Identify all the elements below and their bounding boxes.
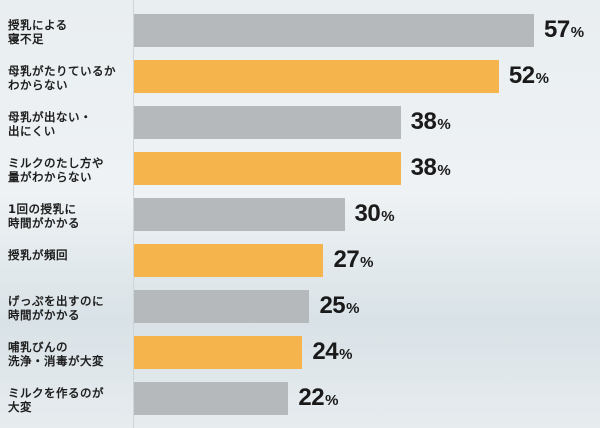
category-label: 授乳による 寝不足 bbox=[8, 18, 68, 46]
category-label: 母乳がたりているか わからない bbox=[8, 64, 116, 92]
category-label: 授乳が頻回 bbox=[8, 248, 68, 262]
data-label: 27% bbox=[333, 246, 373, 274]
chart-row: ミルクを作るのが 大変 22% bbox=[0, 382, 600, 428]
data-label-value: 30 bbox=[354, 200, 381, 227]
data-label: 52% bbox=[509, 62, 549, 90]
chart-row: ミルクのたし方や 量がわからない 38% bbox=[0, 152, 600, 198]
data-label-value: 52 bbox=[508, 62, 535, 89]
data-label-unit: % bbox=[437, 162, 451, 179]
category-label: 母乳が出ない・ 出にくい bbox=[8, 110, 92, 138]
data-label: 25% bbox=[319, 292, 359, 320]
chart-row: 授乳が頻回 27% bbox=[0, 244, 600, 290]
data-label-value: 24 bbox=[312, 338, 339, 365]
data-label: 24% bbox=[312, 338, 352, 366]
data-label: 57% bbox=[544, 16, 584, 44]
bar bbox=[134, 106, 401, 139]
category-label: げっぷを出すのに 時間がかかる bbox=[8, 294, 104, 322]
bar bbox=[134, 198, 345, 231]
bar bbox=[134, 290, 310, 323]
data-label-value: 22 bbox=[298, 384, 325, 411]
bar bbox=[134, 152, 401, 185]
data-label: 38% bbox=[411, 154, 451, 182]
chart-row: 1回の授乳に 時間がかかる 30% bbox=[0, 198, 600, 244]
chart-row: げっぷを出すのに 時間がかかる 25% bbox=[0, 290, 600, 336]
bar bbox=[134, 382, 289, 415]
category-label: 1回の授乳に 時間がかかる bbox=[8, 202, 80, 230]
data-label-unit: % bbox=[360, 254, 374, 271]
chart-row: 授乳による 寝不足 57% bbox=[0, 14, 600, 60]
category-axis-line bbox=[133, 0, 134, 428]
data-label-unit: % bbox=[325, 392, 339, 409]
bar bbox=[134, 60, 499, 93]
data-label: 22% bbox=[298, 384, 338, 412]
data-label: 30% bbox=[355, 200, 395, 228]
data-label-value: 25 bbox=[319, 292, 346, 319]
bar bbox=[134, 14, 534, 47]
bar bbox=[134, 244, 324, 277]
data-label-value: 27 bbox=[333, 246, 360, 273]
category-label: 哺乳びんの 洗浄・消毒が大変 bbox=[8, 340, 104, 368]
category-label: ミルクのたし方や 量がわからない bbox=[8, 156, 104, 184]
data-label-unit: % bbox=[346, 300, 360, 317]
data-label-unit: % bbox=[381, 208, 395, 225]
chart-row: 母乳が出ない・ 出にくい 38% bbox=[0, 106, 600, 152]
bar bbox=[134, 336, 303, 369]
data-label-value: 38 bbox=[410, 108, 437, 135]
data-label-unit: % bbox=[339, 346, 353, 363]
data-label-value: 57 bbox=[544, 16, 570, 43]
chart-row: 母乳がたりているか わからない 52% bbox=[0, 60, 600, 106]
data-label-unit: % bbox=[437, 116, 451, 133]
chart-row: 哺乳びんの 洗浄・消毒が大変 24% bbox=[0, 336, 600, 382]
data-label: 38% bbox=[411, 108, 451, 136]
category-label: ミルクを作るのが 大変 bbox=[8, 386, 104, 414]
data-label-unit: % bbox=[535, 70, 549, 87]
data-label-unit: % bbox=[570, 24, 585, 41]
data-label-value: 38 bbox=[410, 154, 437, 181]
